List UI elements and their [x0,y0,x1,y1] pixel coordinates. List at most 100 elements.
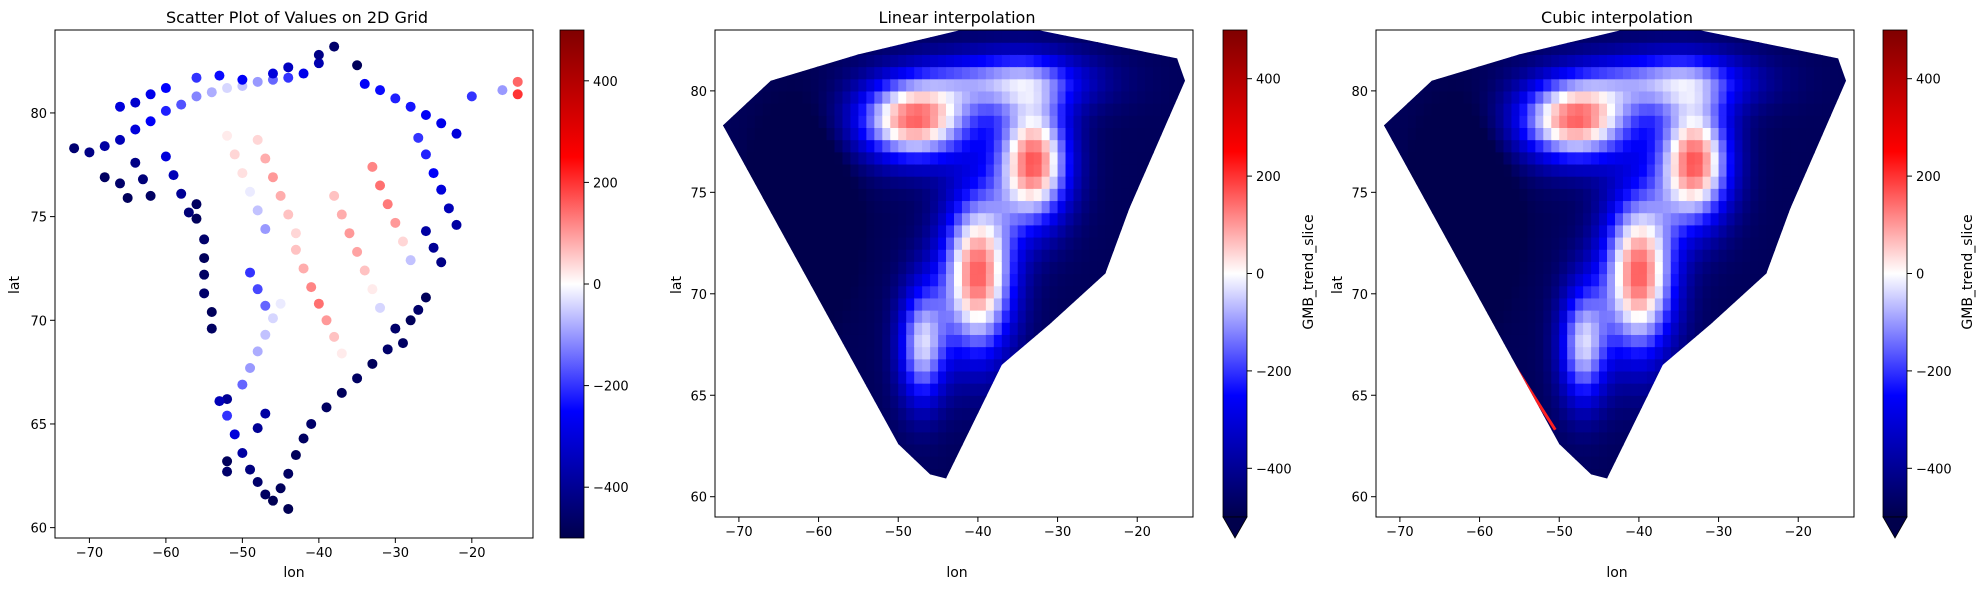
field-cell [1384,505,1393,518]
field-cell [1447,42,1457,55]
field-cell [1838,224,1847,238]
field-cell [898,66,907,80]
field-cell [1065,127,1075,141]
field-cell [1591,297,1600,311]
field-cell [1670,188,1680,202]
field-cell [1058,480,1067,493]
field-cell [1615,78,1624,92]
field-cell [1622,224,1632,238]
field-cell [1097,407,1106,421]
scatter-point [222,456,233,467]
field-cell [1407,139,1417,153]
field-cell [1774,188,1783,202]
field-cell [746,285,756,299]
field-cell [1073,139,1083,153]
field-cell [977,127,987,141]
field-cell [1710,297,1720,311]
field-cell [1567,285,1576,299]
field-cell [922,273,931,287]
field-cell [1551,505,1560,518]
field-cell [1551,90,1560,104]
field-cell [1009,297,1019,311]
field-cell [1487,151,1497,165]
field-cell [993,346,1003,360]
field-cell [754,188,764,202]
field-cell [906,419,915,433]
field-cell [1025,115,1035,128]
field-cell [1822,212,1831,226]
field-cell [1391,163,1401,177]
field-cell [762,103,772,116]
field-cell [1089,358,1098,372]
field-cell [1654,54,1664,68]
field-cell [1543,285,1552,299]
field-cell [1009,66,1019,80]
field-cell [1169,236,1178,250]
field-cell [1567,66,1576,80]
field-cell [874,212,883,226]
field-cell [1798,163,1807,177]
field-cell [1726,370,1736,384]
field-cell [1049,42,1059,55]
field-cell [890,54,899,68]
field-cell [1025,346,1035,360]
field-cell [1766,200,1775,214]
field-cell [906,176,915,189]
field-cell [1073,431,1083,445]
field-cell [746,90,756,104]
field-cell [1487,78,1497,92]
field-cell [985,407,995,421]
field-cell [954,285,963,299]
field-cell [1758,505,1767,518]
field-cell [722,42,732,55]
field-cell [1113,493,1122,506]
field-cell [1790,334,1799,348]
field-cell [810,419,820,433]
field-cell [882,127,891,141]
field-cell [1575,163,1584,177]
field-cell [1121,334,1130,348]
field-cell [993,456,1003,469]
field-cell [1017,261,1027,275]
field-cell [1822,200,1831,214]
field-cell [1551,151,1560,165]
field-cell [1471,115,1481,128]
field-cell [914,493,923,506]
field-cell [914,346,923,360]
field-cell [1018,493,1027,506]
field-cell [1169,163,1178,177]
field-cell [754,90,764,104]
scatter-point [497,85,508,96]
field-cell [1415,103,1425,116]
field-cell [938,395,947,409]
field-cell [1391,30,1401,43]
field-cell [1718,176,1728,189]
field-cell [722,236,732,250]
field-cell [938,103,947,116]
field-cell [1830,139,1839,153]
field-cell [1399,285,1409,299]
field-cell [1383,127,1385,141]
field-cell [1177,370,1186,384]
scatter-point [436,184,447,195]
field-cell [1599,407,1608,421]
field-cell [1057,383,1067,396]
field-cell [938,151,947,165]
scatter-point [352,373,363,384]
field-cell [1838,236,1847,250]
field-cell [1630,188,1640,202]
field-cell [961,176,971,189]
field-cell [842,188,852,202]
field-cell [1726,358,1736,372]
field-cell [1750,505,1759,518]
field-cell [882,383,891,396]
field-cell [914,358,923,372]
field-cell [1694,249,1704,262]
field-cell [794,200,804,214]
field-cell [1383,346,1393,360]
field-cell [810,407,820,421]
field-cell [969,468,979,479]
field-cell [1838,322,1847,335]
field-cell [938,370,947,384]
field-cell [1630,310,1640,323]
